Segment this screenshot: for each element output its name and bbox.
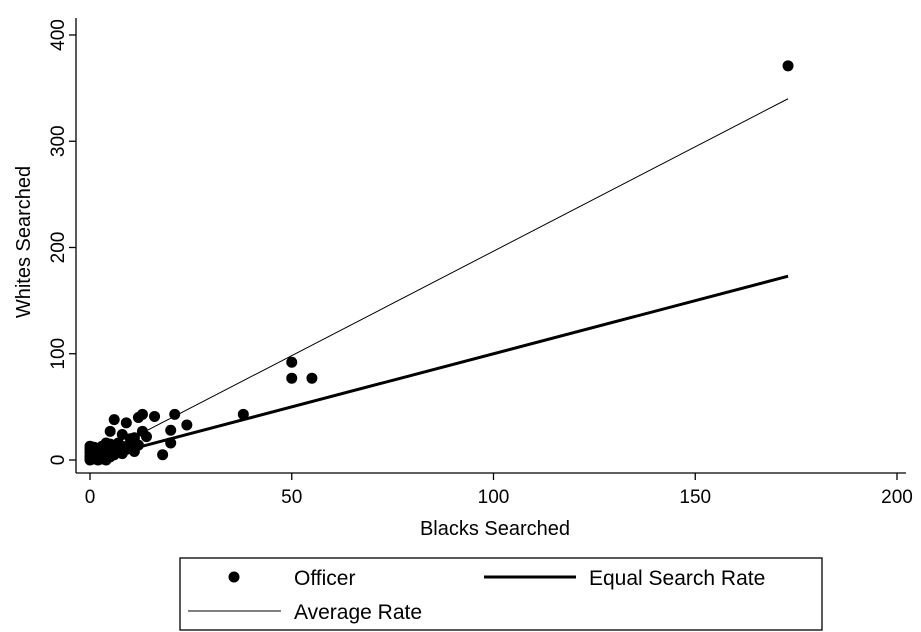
officer-point <box>165 424 177 436</box>
y-axis-ticks: 0 100 200 300 400 <box>48 19 76 465</box>
y-tick-label: 400 <box>48 19 69 51</box>
y-tick-label: 0 <box>48 455 69 466</box>
officer-point <box>149 410 161 422</box>
officer-point <box>140 431 152 443</box>
legend-label-average-rate: Average Rate <box>294 601 422 624</box>
series-points <box>84 60 794 466</box>
officer-point <box>132 439 144 451</box>
y-tick-label: 200 <box>48 232 69 264</box>
officer-point <box>165 437 177 449</box>
x-tick-label: 0 <box>85 487 96 508</box>
officer-point <box>286 356 298 368</box>
plot-area: 0 50 100 150 200 0 100 200 300 400 <box>48 18 913 508</box>
legend-label-officer: Officer <box>294 567 355 590</box>
x-axis-ticks: 0 50 100 150 200 <box>85 473 913 508</box>
officer-point <box>782 60 794 72</box>
officer-point <box>104 425 116 437</box>
x-tick-label: 50 <box>281 487 302 508</box>
officer-point <box>108 414 120 426</box>
y-tick-label: 300 <box>48 125 69 157</box>
officer-point <box>120 417 132 429</box>
series-line-equal-search-rate <box>89 274 789 462</box>
x-axis-title: Blacks Searched <box>420 518 570 540</box>
legend-box <box>179 557 823 631</box>
legend-label-equal-search-rate: Equal Search Rate <box>589 567 765 590</box>
officer-point <box>157 449 169 461</box>
officer-point <box>306 372 318 384</box>
officer-point <box>116 429 128 440</box>
officer-point <box>237 408 249 420</box>
x-tick-label: 150 <box>679 487 711 508</box>
y-tick-label: 100 <box>48 338 69 370</box>
officer-point <box>286 372 298 384</box>
x-tick-label: 100 <box>478 487 510 508</box>
series-lines <box>89 98 789 462</box>
officer-point <box>136 408 148 420</box>
series-line-average-rate <box>89 98 789 461</box>
y-axis-title: Whites Searched <box>13 166 35 318</box>
officer-point <box>169 408 181 420</box>
legend: Officer Equal Search Rate Average Rate <box>179 557 823 631</box>
legend-marker-officer <box>228 571 240 583</box>
officer-point <box>181 419 193 431</box>
x-tick-label: 200 <box>881 487 913 508</box>
